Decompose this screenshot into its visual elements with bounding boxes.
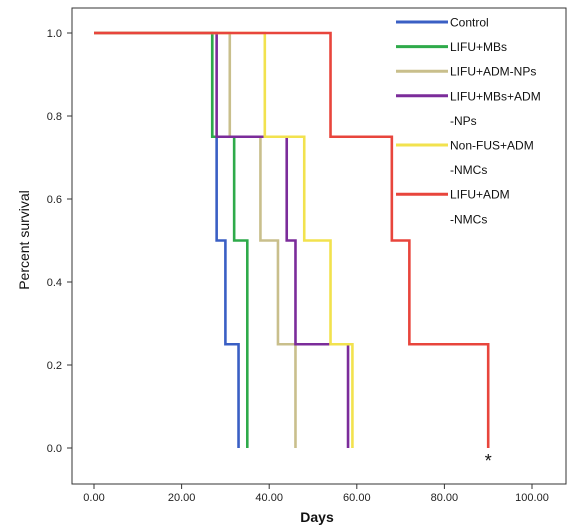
y-tick-label: 1.0 [47,28,62,40]
x-tick-label: 100.00 [515,492,549,504]
series-line-3 [94,31,297,448]
series-line-5 [94,31,354,448]
plot-frame [71,7,567,485]
x-tick-label: 80.00 [431,492,459,504]
x-tick-label: 40.00 [255,492,283,504]
legend-label-6: LIFU+ADM [450,188,510,202]
legend-label-3: LIFU+ADM-NPs [450,65,536,79]
y-tick-label: 0.2 [47,360,62,372]
axis-ticks: 0.00 20.00 40.00 60.00 80.00 100.00 0.0 0.2 0.4 0… [47,28,549,504]
y-axis-title: Percent survival [16,190,32,290]
y-tick-label: 0.8 [47,111,62,123]
series-layer [94,31,490,448]
legend-label-5: Non-FUS+ADM [450,139,534,153]
legend-label-2: LIFU+MBs [450,40,507,54]
series-line-6 [94,31,490,448]
y-tick-label: 0.4 [47,277,62,289]
legend-label-5-cont: -NMCs [450,163,487,177]
legend: ControlLIFU+MBsLIFU+ADM-NPsLIFU+MBs+ADM-… [396,16,541,226]
x-tick-label: 0.00 [83,492,104,504]
x-tick-label: 60.00 [343,492,371,504]
x-tick-label: 20.00 [168,492,196,504]
y-tick-label: 0.0 [47,443,62,455]
x-axis-title: Days [300,509,334,525]
y-tick-label: 0.6 [47,194,62,206]
significance-asterisk: * [485,451,492,471]
legend-label-1: Control [450,16,489,30]
legend-label-4: LIFU+MBs+ADM [450,89,541,103]
annotation-layer: * [485,451,492,471]
legend-label-4-cont: -NPs [450,114,477,128]
legend-label-6-cont: -NMCs [450,212,487,226]
